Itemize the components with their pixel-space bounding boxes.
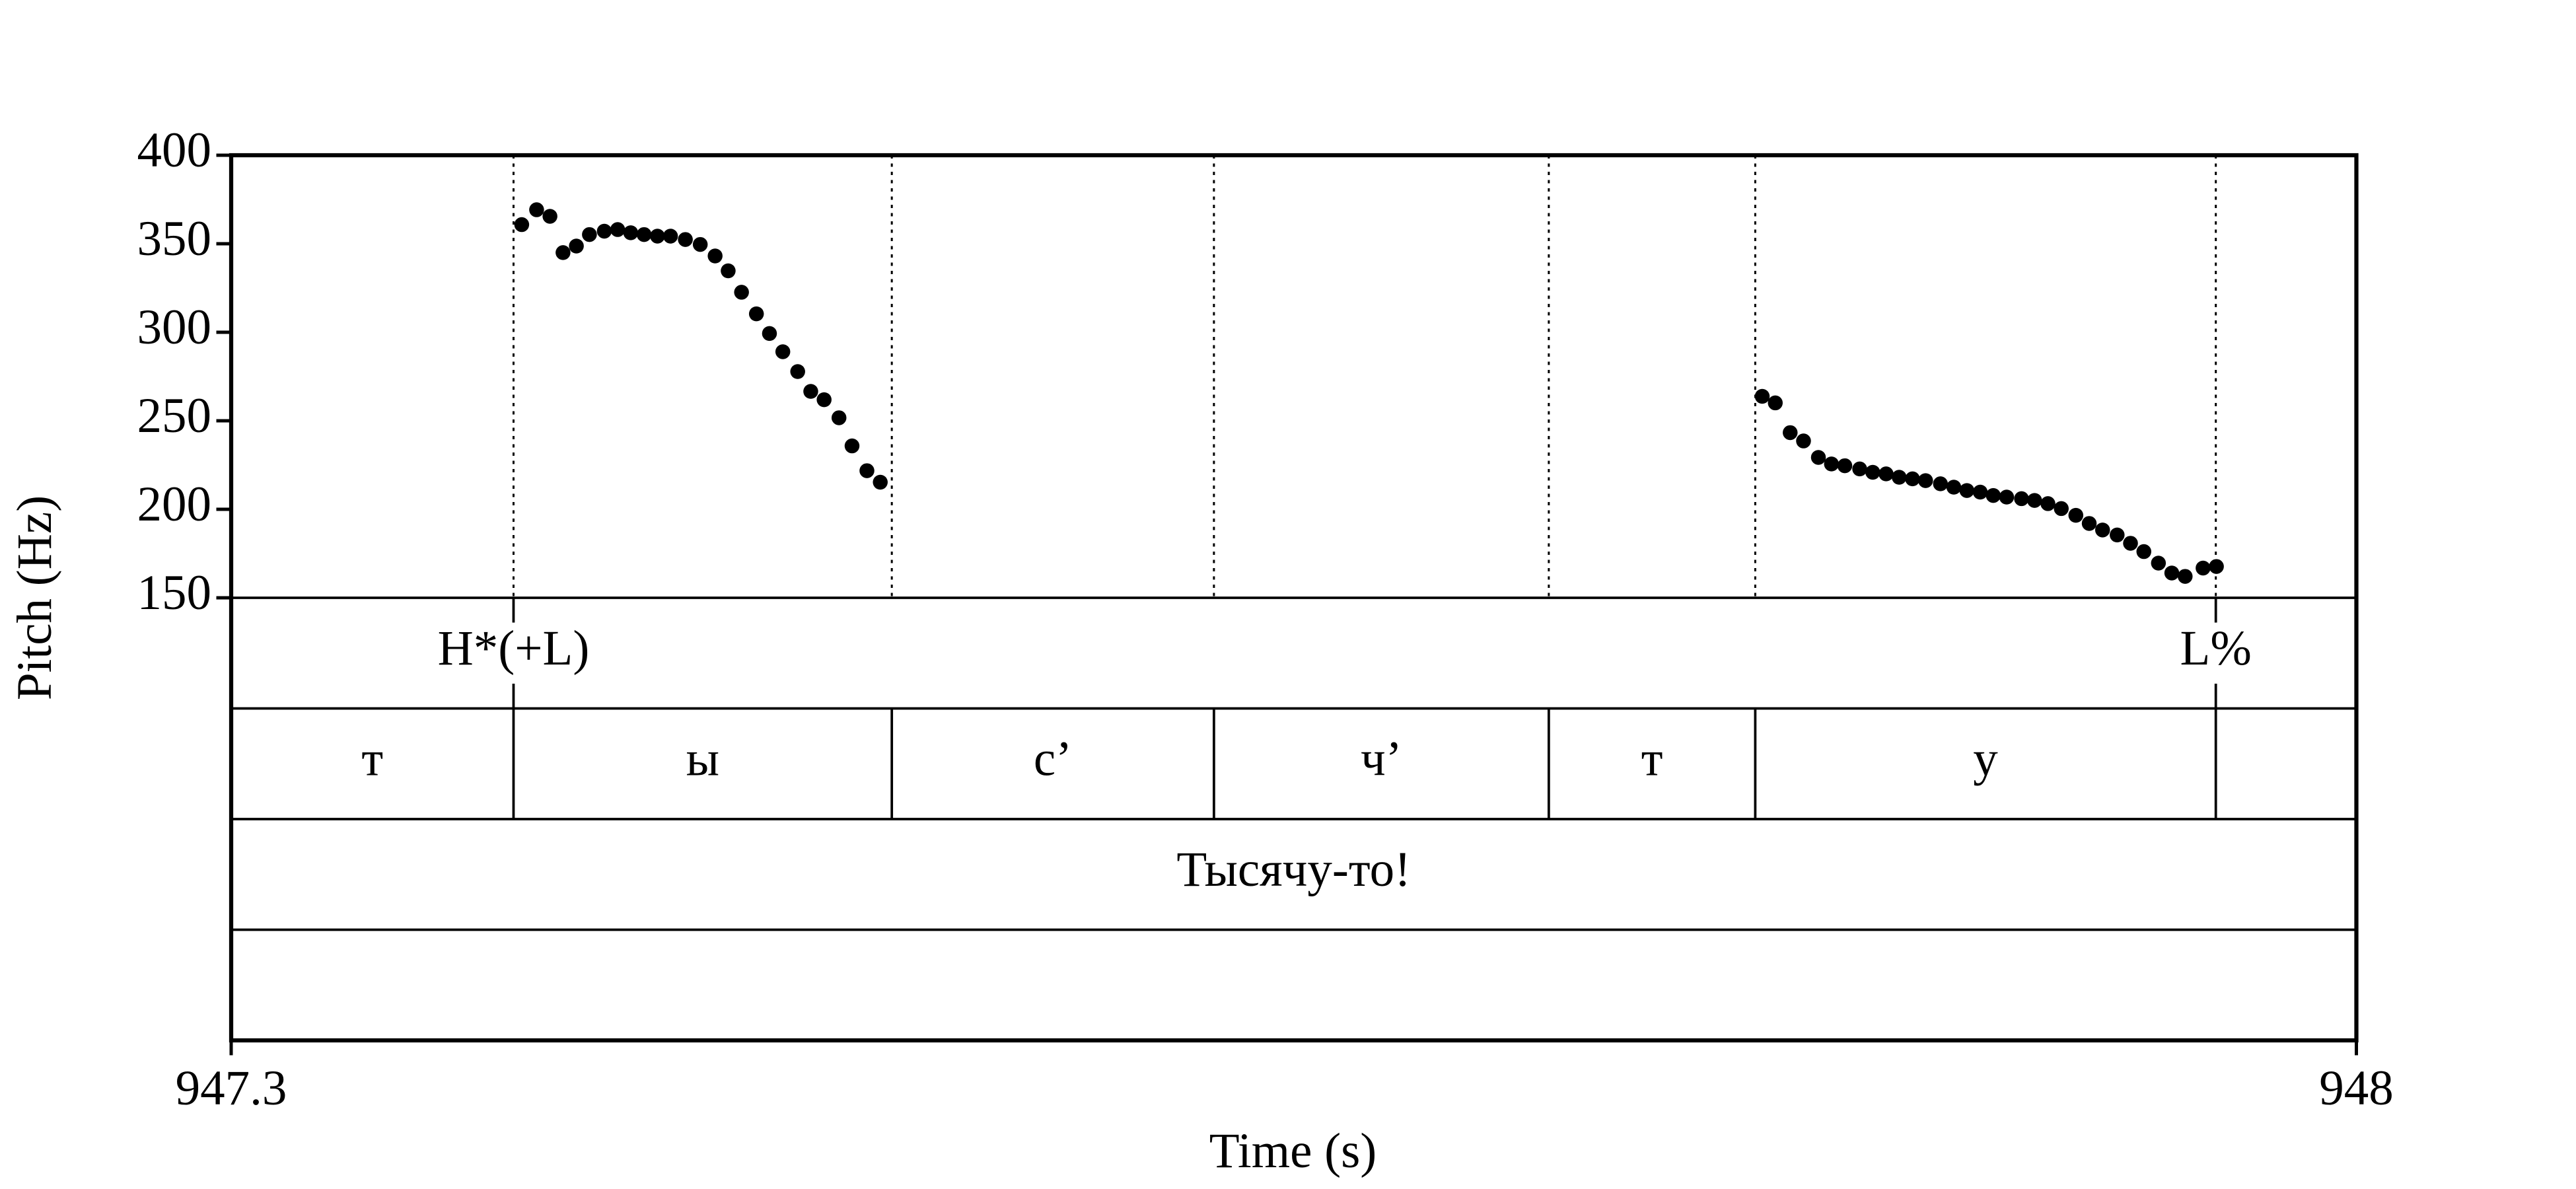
pitch-point [529,202,544,217]
y-tick-label: 150 [137,565,212,620]
pitch-point [859,463,875,478]
y-tick-label: 300 [137,300,212,355]
pitch-point [2081,516,2097,531]
pitch-point [2027,493,2042,508]
interval-label: т [1641,731,1663,786]
pitch-point [790,364,805,379]
pitch-point [2209,559,2224,574]
pitch-point [596,223,612,239]
pitch-point [1986,487,2001,503]
pitch-point [2196,560,2211,576]
pitch-point [569,238,584,254]
pitch-point [678,232,693,247]
pitch-point [1852,461,1867,477]
x-axis-label: Time (s) [1209,1124,1377,1178]
pitch-point [1999,489,2015,505]
y-tick-label: 200 [137,477,212,532]
pitch-point [1892,470,1907,485]
point-label: H*(+L) [438,621,590,676]
interval-label: ч’ [1361,731,1402,786]
pitch-point [623,225,639,240]
pitch-point [2094,522,2110,538]
pitch-point [662,229,678,244]
pitch-point [1837,458,1853,474]
pitch-point [2136,544,2151,559]
pitch-point [748,306,764,322]
interval-label: ы [686,731,719,786]
y-tick-label: 400 [137,123,212,178]
pitch-point [2123,536,2138,551]
pitch-point [582,227,597,242]
pitch-point [816,392,832,408]
pitch-point [2068,507,2084,523]
pitch-point [873,474,888,490]
pitch-point [636,227,652,242]
pitch-point [542,209,557,224]
pitch-point [1959,483,1975,498]
pitch-point [831,410,847,425]
pitch-point [2040,496,2056,511]
pitch-point [1783,425,1798,441]
y-tick-label: 250 [137,388,212,443]
pitch-point [2164,565,2180,581]
pitch-point [1918,473,1933,488]
pitch-point [2014,491,2029,507]
pitch-point [1972,484,1988,500]
pitch-point [1810,450,1826,465]
pitch-point [514,217,530,233]
pitch-point [1796,433,1811,449]
pitch-point [762,326,777,342]
interval-label: с’ [1034,731,1072,786]
x-tick-label: 947.3 [176,1061,287,1116]
interval-label: Тысячу-то! [1176,842,1411,897]
pitch-point [734,285,749,300]
pitch-point [803,384,818,399]
interval-label: т [361,731,383,786]
pitch-point [1905,471,1920,487]
pitch-point [1946,480,1962,495]
pitch-point [1878,466,1894,482]
y-tick-label: 350 [137,211,212,266]
pitch-point [1865,464,1880,480]
pitch-point [2110,527,2125,543]
pitch-point [844,438,860,454]
x-tick-label: 948 [2319,1061,2394,1116]
pitch-point [775,344,791,359]
pitch-point [650,229,665,244]
pitch-point [1824,456,1840,472]
pitch-point [555,245,571,260]
pitch-point [1768,395,1783,411]
pitch-point [707,248,723,264]
pitch-point [1933,476,1949,491]
pitch-point [1754,388,1770,404]
pitch-point [2151,556,2166,571]
pitch-point [692,236,708,252]
y-axis-label: Pitch (Hz) [7,495,62,700]
interval-label: у [1973,731,1998,786]
pitch-point [721,263,736,279]
pitch-point [2054,501,2069,517]
point-label: L% [2180,621,2252,676]
pitch-point [610,222,626,237]
pitch-point [2178,569,2193,584]
